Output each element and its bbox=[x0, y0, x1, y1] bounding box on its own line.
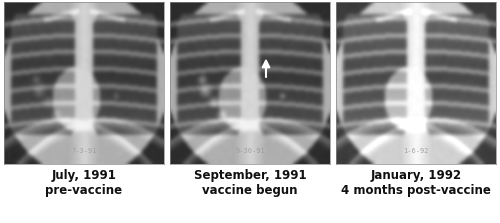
Text: July, 1991
pre-vaccine: July, 1991 pre-vaccine bbox=[46, 169, 122, 197]
Text: 7-3-91: 7-3-91 bbox=[72, 148, 97, 154]
Text: January, 1992
4 months post-vaccine: January, 1992 4 months post-vaccine bbox=[341, 169, 491, 197]
Text: 1-6-92: 1-6-92 bbox=[403, 148, 429, 154]
Text: 9-30-91: 9-30-91 bbox=[235, 148, 265, 154]
Text: September, 1991
vaccine begun: September, 1991 vaccine begun bbox=[194, 169, 306, 197]
